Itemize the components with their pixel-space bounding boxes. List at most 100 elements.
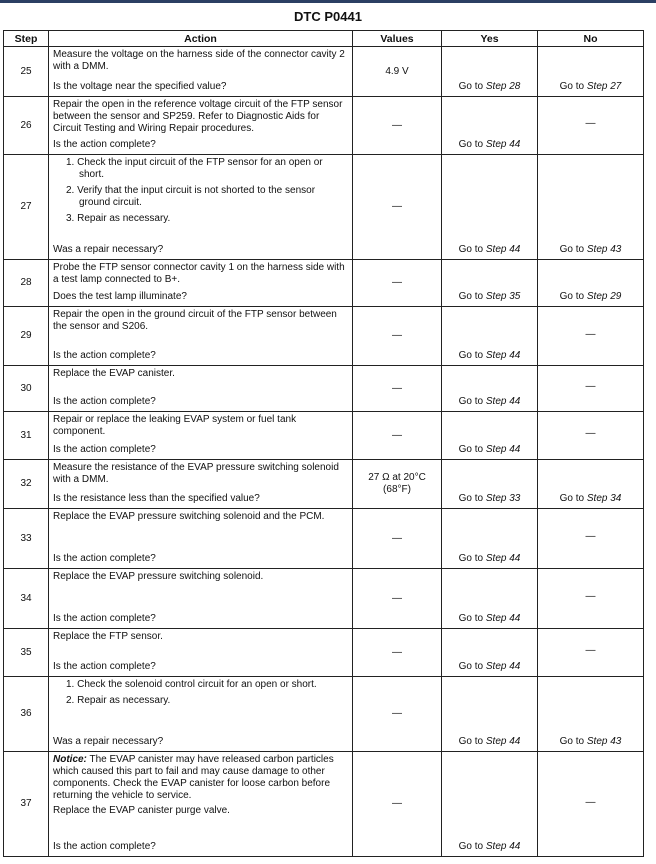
step-reference: Step 29 xyxy=(586,291,622,302)
header-yes: Yes xyxy=(441,30,538,47)
step-reference: Step 44 xyxy=(485,244,521,255)
action-instructions: Replace the EVAP canister. xyxy=(53,368,348,383)
no-cell: — xyxy=(537,751,644,857)
action-content: Measure the resistance of the EVAP press… xyxy=(53,462,348,505)
action-cell: Notice: The EVAP canister may have relea… xyxy=(48,751,353,857)
step-reference: Step 44 xyxy=(485,444,521,455)
yes-cell: Go to Step 44 xyxy=(441,568,538,629)
value-cell: 27 Ω at 20°C (68°F) xyxy=(352,459,442,509)
yes-cell: Go to Step 44 xyxy=(441,628,538,677)
list-item: 2. Repair as necessary. xyxy=(66,695,171,706)
step-reference: Step 28 xyxy=(485,81,521,92)
action-content: 1. Check the input circuit of the FTP se… xyxy=(53,157,348,256)
table-row: 29 Repair the open in the ground circuit … xyxy=(3,306,644,366)
no-cell: — xyxy=(537,411,644,460)
step-number: 34 xyxy=(3,568,49,629)
action-cell: Repair the open in the ground circuit of… xyxy=(48,306,353,366)
action-question: Does the test lamp illuminate? xyxy=(53,291,187,302)
no-cell: — xyxy=(537,96,644,155)
table-row: 35 Replace the FTP sensor. Is the action c… xyxy=(3,628,644,677)
action-cell: Measure the voltage on the harness side … xyxy=(48,46,353,97)
page-title: DTC P0441 xyxy=(294,9,362,24)
action-question: Is the action complete? xyxy=(53,553,156,564)
action-instructions: Replace the EVAP pressure switching sole… xyxy=(53,571,348,586)
list-item: 1. Check the solenoid control circuit fo… xyxy=(66,679,317,690)
yes-cell: Go to Step 33 xyxy=(441,459,538,509)
action-cell: 1. Check the input circuit of the FTP se… xyxy=(48,154,353,260)
step-reference: Step 43 xyxy=(586,736,622,747)
action-cell: Measure the resistance of the EVAP press… xyxy=(48,459,353,509)
header-step: Step xyxy=(3,30,49,47)
action-content: Repair or replace the leaking EVAP syste… xyxy=(53,414,348,456)
value-cell: — xyxy=(352,365,442,412)
step-number: 33 xyxy=(3,508,49,569)
list-item: 2. Verify that the input circuit is not … xyxy=(66,185,316,208)
action-text: Replace the FTP sensor. xyxy=(53,631,163,642)
action-text: Repair the open in the reference voltage… xyxy=(53,99,343,134)
value-cell: — xyxy=(352,751,442,857)
no-cell: — xyxy=(537,628,644,677)
action-cell: Probe the FTP sensor connector cavity 1 … xyxy=(48,259,353,307)
value-cell: — xyxy=(352,306,442,366)
table-row: 31 Repair or replace the leaking EVAP sys… xyxy=(3,411,644,460)
action-cell: Replace the EVAP pressure switching sole… xyxy=(48,508,353,569)
action-instructions: Probe the FTP sensor connector cavity 1 … xyxy=(53,262,348,289)
yes-cell: Go to Step 44 xyxy=(441,365,538,412)
step-reference: Step 34 xyxy=(586,493,622,504)
table-row: 25 Measure the voltage on the harness sid… xyxy=(3,46,644,97)
action-instructions: Measure the resistance of the EVAP press… xyxy=(53,462,348,489)
no-cell: — xyxy=(537,365,644,412)
action-cell: Replace the EVAP pressure switching sole… xyxy=(48,568,353,629)
value-cell: — xyxy=(352,259,442,307)
action-question: Is the action complete? xyxy=(53,396,156,407)
header-no: No xyxy=(537,30,644,47)
step-reference: Step 44 xyxy=(485,661,521,672)
step-reference: Step 44 xyxy=(485,396,521,407)
action-cell: Replace the FTP sensor. Is the action com… xyxy=(48,628,353,677)
step-number: 32 xyxy=(3,459,49,509)
yes-cell: Go to Step 44 xyxy=(441,676,538,752)
action-instructions: 1. Check the solenoid control circuit fo… xyxy=(53,679,348,711)
action-cell: Replace the EVAP canister. Is the action … xyxy=(48,365,353,412)
table-row: 28 Probe the FTP sensor connector cavity … xyxy=(3,259,644,307)
no-cell: Go to Step 27 xyxy=(537,46,644,97)
action-question: Is the action complete? xyxy=(53,613,156,624)
step-number: 25 xyxy=(3,46,49,97)
action-content: Probe the FTP sensor connector cavity 1 … xyxy=(53,262,348,303)
action-content: 1. Check the solenoid control circuit fo… xyxy=(53,679,348,748)
step-reference: Step 44 xyxy=(485,841,521,852)
no-cell: Go to Step 34 xyxy=(537,459,644,509)
table-row: 27 1. Check the input circuit of the FTP … xyxy=(3,154,644,260)
step-reference: Step 44 xyxy=(485,613,521,624)
action-text: Replace the EVAP pressure switching sole… xyxy=(53,571,264,582)
step-reference: Step 35 xyxy=(485,291,521,302)
yes-cell: Go to Step 44 xyxy=(441,508,538,569)
table-row: 36 1. Check the solenoid control circuit … xyxy=(3,676,644,752)
table-row: 26 Repair the open in the reference volta… xyxy=(3,96,644,155)
action-instructions: Replace the EVAP pressure switching sole… xyxy=(53,511,348,526)
action-content: Repair the open in the ground circuit of… xyxy=(53,309,348,362)
step-reference: Step 44 xyxy=(485,139,521,150)
yes-cell: Go to Step 44 xyxy=(441,751,538,857)
action-cell: Repair the open in the reference voltage… xyxy=(48,96,353,155)
header-row: Step Action Values Yes No xyxy=(3,30,644,47)
action-text: Repair the open in the ground circuit of… xyxy=(53,309,337,332)
yes-cell: Go to Step 44 xyxy=(441,306,538,366)
action-cell: Repair or replace the leaking EVAP syste… xyxy=(48,411,353,460)
table-row: 30 Replace the EVAP canister. Is the actio… xyxy=(3,365,644,412)
table-row: 34 Replace the EVAP pressure switching so… xyxy=(3,568,644,629)
no-cell: — xyxy=(537,306,644,366)
notice-label: Notice: xyxy=(53,754,87,765)
action-question: Is the action complete? xyxy=(53,661,156,672)
action-content: Measure the voltage on the harness side … xyxy=(53,49,348,93)
action-text: Measure the voltage on the harness side … xyxy=(53,49,345,72)
value-cell: — xyxy=(352,411,442,460)
step-number: 35 xyxy=(3,628,49,677)
no-cell: — xyxy=(537,508,644,569)
value-cell: — xyxy=(352,154,442,260)
list-item: 1. Check the input circuit of the FTP se… xyxy=(66,157,323,180)
step-reference: Step 43 xyxy=(586,244,622,255)
action-text: Probe the FTP sensor connector cavity 1 … xyxy=(53,262,345,285)
top-border xyxy=(0,0,656,3)
action-instructions: Repair the open in the ground circuit of… xyxy=(53,309,348,336)
